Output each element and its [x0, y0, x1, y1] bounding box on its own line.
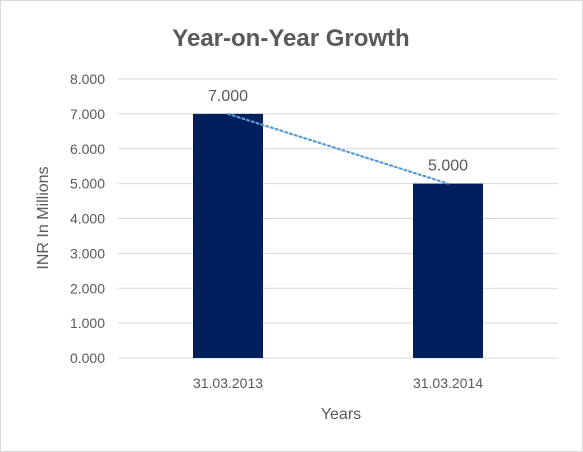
grid-lines [118, 78, 558, 359]
trendline [226, 112, 450, 185]
data-label: 5.000 [428, 158, 468, 175]
y-tick-label: 6.000 [70, 141, 105, 157]
y-axis-title: INR In Millions [35, 166, 52, 269]
y-tick-label: 0.000 [70, 350, 105, 366]
x-axis-title: Years [321, 406, 361, 423]
y-tick-labels: 0.000 1.000 2.000 3.000 4.000 5.000 6.000 7.000… [70, 71, 105, 366]
trendline-layer [226, 112, 450, 185]
data-label: 7.000 [208, 88, 248, 105]
data-labels: 7.000 5.000 [208, 88, 468, 175]
y-tick-label: 4.000 [70, 211, 105, 227]
y-tick-label: 2.000 [70, 280, 105, 296]
chart-title: Year-on-Year Growth [172, 25, 409, 52]
y-tick-label: 7.000 [70, 106, 105, 122]
x-category-label: 31.03.2013 [193, 375, 263, 391]
bars [193, 113, 483, 358]
y-tick-label: 3.000 [70, 245, 105, 261]
y-tick-label: 1.000 [70, 315, 105, 331]
bar [413, 183, 483, 358]
y-tick-label: 8.000 [70, 71, 105, 87]
y-tick-label: 5.000 [70, 176, 105, 192]
x-category-label: 31.03.2014 [413, 375, 483, 391]
x-category-labels: 31.03.2013 31.03.2014 [193, 375, 483, 391]
bar [193, 113, 263, 358]
